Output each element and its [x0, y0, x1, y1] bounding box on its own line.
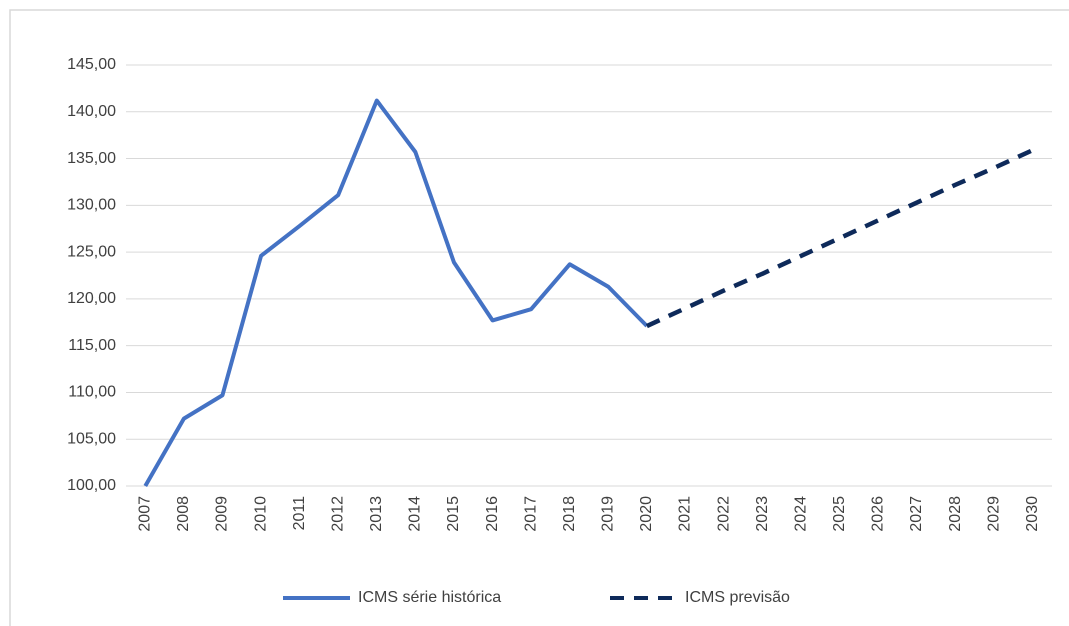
x-tick-label: 2018 [561, 496, 578, 532]
x-tick-label: 2022 [715, 496, 732, 532]
x-tick-label: 2029 [985, 496, 1002, 532]
x-tick-label: 2025 [831, 496, 848, 532]
x-tick-label: 2021 [677, 496, 694, 532]
y-tick-label: 125,00 [67, 243, 116, 260]
x-tick-label: 2012 [329, 496, 346, 532]
x-tick-label: 2027 [908, 496, 925, 532]
legend-label: ICMS previsão [685, 589, 790, 606]
x-tick-label: 2019 [600, 496, 617, 532]
y-tick-label: 120,00 [67, 290, 116, 307]
y-tick-label: 115,00 [68, 337, 116, 354]
x-tick-label: 2007 [137, 496, 154, 532]
x-tick-label: 2013 [368, 496, 385, 532]
x-tick-label: 2020 [638, 496, 655, 532]
x-tick-label: 2016 [484, 496, 501, 532]
x-tick-label: 2024 [792, 496, 809, 532]
x-tick-label: 2015 [445, 496, 462, 532]
x-tick-label: 2017 [522, 496, 539, 532]
x-tick-label: 2023 [754, 496, 771, 532]
y-tick-label: 105,00 [67, 430, 116, 447]
y-tick-label: 140,00 [67, 103, 116, 120]
x-tick-label: 2030 [1024, 496, 1041, 532]
y-tick-label: 145,00 [67, 56, 116, 73]
x-tick-label: 2014 [407, 496, 424, 532]
series-line [143, 98, 649, 487]
series-line [645, 148, 1034, 329]
x-tick-label: 2028 [947, 496, 964, 532]
x-tick-label: 2026 [870, 496, 887, 532]
x-tick-label: 2009 [214, 496, 231, 532]
x-tick-label: 2010 [252, 496, 269, 532]
x-tick-label: 2011 [291, 496, 308, 531]
x-tick-label: 2008 [175, 496, 192, 532]
y-tick-label: 135,00 [67, 150, 116, 167]
y-tick-label: 130,00 [67, 197, 116, 214]
chart-frame [9, 9, 1069, 626]
y-tick-label: 110,00 [68, 384, 116, 401]
y-tick-label: 100,00 [67, 477, 116, 494]
legend-label: ICMS série histórica [358, 589, 501, 606]
